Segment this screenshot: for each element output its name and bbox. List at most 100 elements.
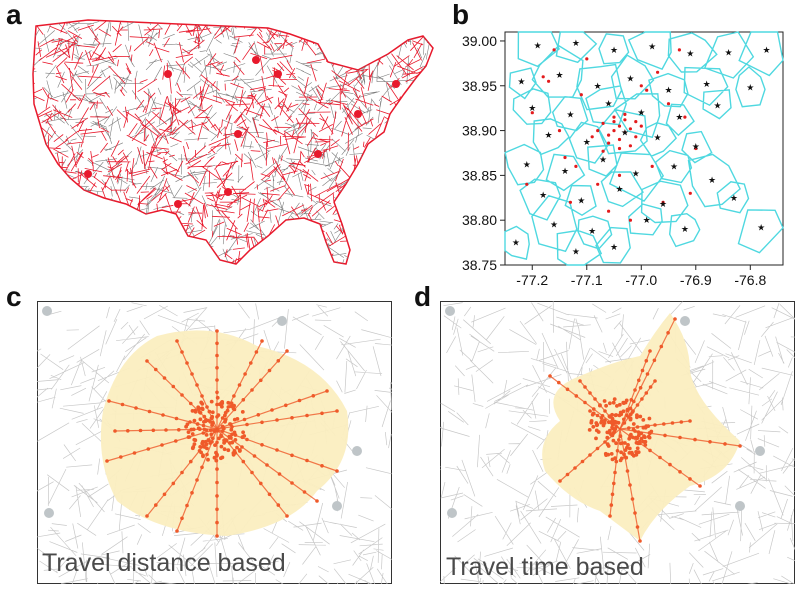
station-star: ★ xyxy=(615,184,623,194)
data-point xyxy=(596,182,600,186)
reachable-node xyxy=(201,431,206,435)
reachable-node xyxy=(644,391,649,395)
data-point xyxy=(634,120,638,124)
core-node xyxy=(189,427,194,432)
reachable-node xyxy=(162,376,167,380)
town-node xyxy=(352,446,362,456)
town-node xyxy=(735,501,745,511)
data-point xyxy=(661,200,665,204)
core-node xyxy=(630,435,635,440)
core-node xyxy=(629,450,634,455)
core-node xyxy=(636,450,641,454)
core-node xyxy=(198,445,203,449)
core-node xyxy=(190,446,195,451)
reachable-node xyxy=(215,341,219,346)
reachable-node xyxy=(215,353,219,358)
plot-frame xyxy=(504,31,784,266)
reachable-node xyxy=(276,359,281,363)
reachable-node xyxy=(254,350,259,354)
station-star: ★ xyxy=(572,247,580,257)
core-node xyxy=(206,457,210,462)
core-node xyxy=(619,450,623,455)
core-node xyxy=(647,416,652,421)
reachable-node xyxy=(588,453,592,457)
reachable-node xyxy=(668,462,672,467)
core-node xyxy=(641,418,646,422)
reachable-node xyxy=(557,380,561,385)
core-node xyxy=(220,455,225,460)
reachable-node xyxy=(640,368,645,373)
reachable-node xyxy=(315,499,319,503)
reachable-node xyxy=(175,529,179,533)
town-node xyxy=(755,446,765,456)
reachable-node xyxy=(215,494,219,498)
reachable-node xyxy=(174,416,179,421)
station-stars: ★ ★ ★ ★ ★ ★ ★ ★ ★ ★ ★ ★ ★ ★ ★ ★ ★ ★ ★ ★ ★ ★ ★ ★ ★ ★ ★ ★ ★ ★ ★ ★ ★ ★ ★ ★ ★ ★ ★ ★… xyxy=(512,38,771,257)
reachable-node xyxy=(648,349,652,353)
core-node xyxy=(587,428,592,432)
core-node xyxy=(192,442,197,446)
core-node xyxy=(217,436,221,441)
station-star: ★ xyxy=(555,70,563,80)
reachable-node xyxy=(607,420,611,425)
reachable-node xyxy=(249,361,253,365)
reachable-node xyxy=(614,459,619,464)
reachable-node xyxy=(237,383,242,387)
reachable-node xyxy=(658,455,662,460)
station-star: ★ xyxy=(675,112,683,122)
core-node xyxy=(240,435,245,440)
reachable-node xyxy=(612,481,616,486)
core-node xyxy=(241,430,246,435)
reachable-node xyxy=(688,419,692,423)
station-star: ★ xyxy=(714,101,722,111)
core-node xyxy=(598,403,602,408)
panel-label-c: c xyxy=(6,281,22,312)
core-node xyxy=(607,430,612,435)
y-tick-label: 38.95 xyxy=(462,78,497,94)
station-star: ★ xyxy=(545,130,553,140)
core-node xyxy=(594,421,599,425)
core-node xyxy=(202,414,207,419)
reachable-node xyxy=(260,339,264,343)
station-star: ★ xyxy=(599,154,607,164)
reachable-node xyxy=(180,516,184,521)
data-point xyxy=(612,129,616,133)
reachable-node xyxy=(635,403,640,407)
reachable-node xyxy=(583,385,587,389)
reachable-node xyxy=(305,413,309,418)
reachable-node xyxy=(622,417,626,422)
data-point xyxy=(579,93,583,97)
reachable-node xyxy=(627,426,631,430)
core-node xyxy=(226,400,231,405)
reachable-node xyxy=(629,398,634,402)
station-star: ★ xyxy=(746,83,754,93)
reachable-node xyxy=(161,413,165,417)
reachable-node xyxy=(290,416,294,420)
core-node xyxy=(216,413,221,417)
core-node xyxy=(626,443,630,447)
reachable-node xyxy=(297,398,302,403)
reachable-node xyxy=(290,481,294,485)
core-node xyxy=(201,444,206,449)
reachable-node xyxy=(565,472,570,477)
reachable-node xyxy=(670,421,675,425)
data-point xyxy=(639,84,643,88)
town-node xyxy=(445,306,455,316)
core-node xyxy=(611,438,616,443)
caption-time: Travel time based xyxy=(446,553,644,581)
core-node xyxy=(223,418,228,422)
core-node xyxy=(226,448,231,453)
data-point xyxy=(596,129,600,133)
core-node xyxy=(611,426,615,431)
station-star: ★ xyxy=(724,48,732,58)
station-star: ★ xyxy=(681,224,689,234)
station-star: ★ xyxy=(632,169,640,179)
core-node xyxy=(232,403,237,408)
station-star: ★ xyxy=(703,79,711,89)
data-point xyxy=(617,124,622,128)
station-star: ★ xyxy=(670,161,678,171)
us-outline xyxy=(32,19,434,265)
core-node xyxy=(635,446,640,451)
core-node xyxy=(638,414,643,419)
x-tick-label: -77.2 xyxy=(516,272,548,288)
